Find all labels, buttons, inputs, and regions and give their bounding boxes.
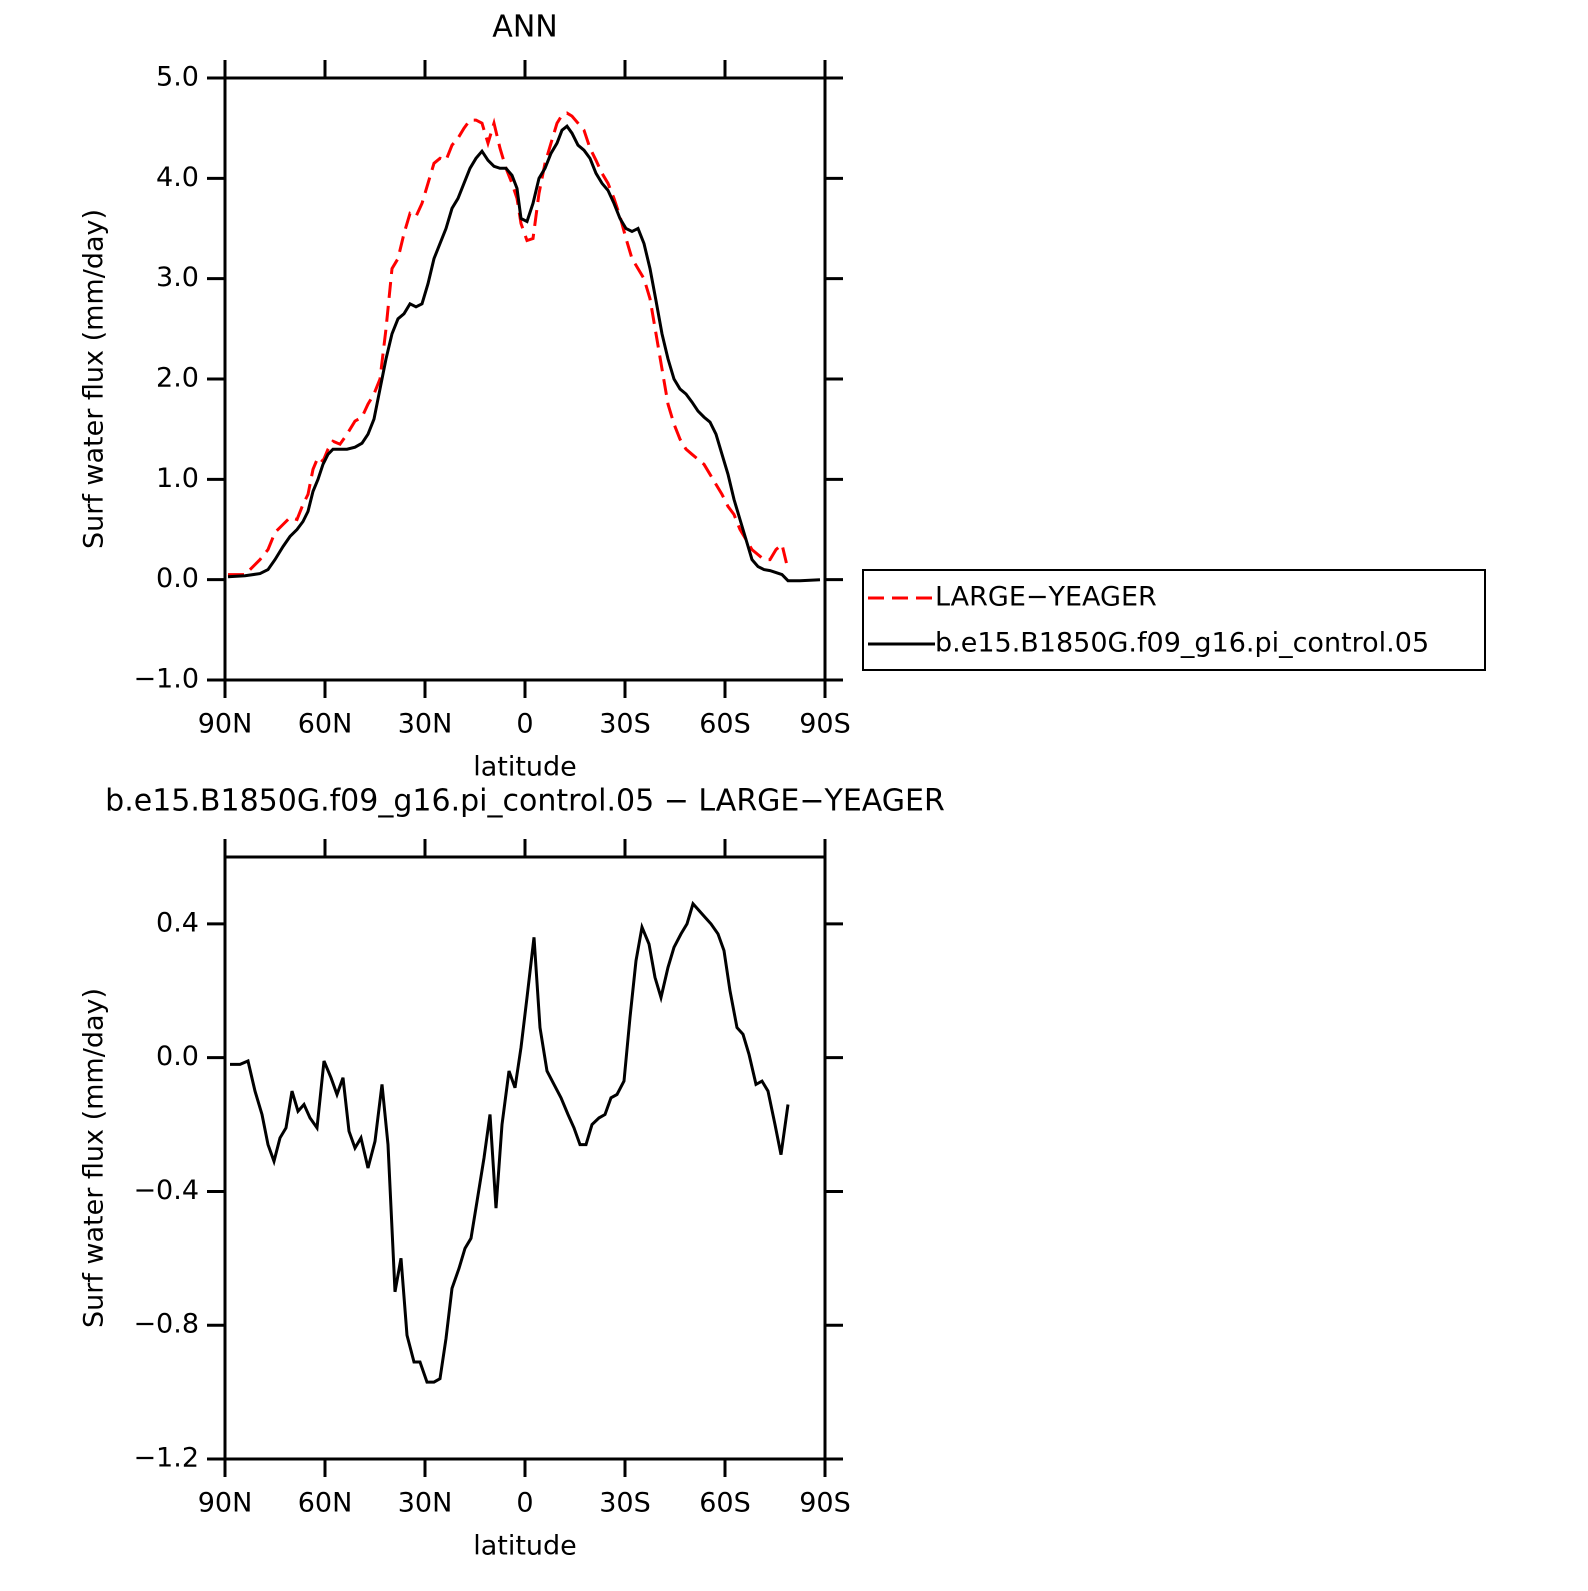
data-line xyxy=(228,111,790,577)
y-axis-label: Surf water flux (mm/day) xyxy=(79,988,110,1328)
chart-title: ANN xyxy=(492,10,557,45)
y-tick-label: 3.0 xyxy=(156,262,199,293)
y-tick-label: 0.0 xyxy=(156,563,199,594)
x-tick-label: 30N xyxy=(398,1488,453,1519)
x-tick-label: 0 xyxy=(516,709,533,740)
y-tick-label: 1.0 xyxy=(156,463,199,494)
x-tick-label: 30N xyxy=(398,709,453,740)
plot-frame xyxy=(223,855,827,1461)
x-tick-label: 90S xyxy=(799,1488,851,1519)
x-tick-label: 0 xyxy=(516,1488,533,1519)
data-line xyxy=(230,900,790,1384)
x-tick-label: 60S xyxy=(699,709,751,740)
x-axis-label: latitude xyxy=(473,1531,577,1562)
x-tick-label: 60S xyxy=(699,1488,751,1519)
y-tick-label: 5.0 xyxy=(156,62,199,93)
chart-title: b.e15.B1850G.f09_g16.pi_control.05 − LAR… xyxy=(105,784,945,819)
y-tick-label: 2.0 xyxy=(156,363,199,394)
x-tick-label: 30S xyxy=(599,709,651,740)
legend-label: b.e15.B1850G.f09_g16.pi_control.05 xyxy=(935,628,1429,659)
plot-frame xyxy=(223,76,827,682)
y-tick-label: −0.4 xyxy=(133,1175,199,1206)
x-axis-label: latitude xyxy=(473,752,577,783)
y-tick-label: −1.2 xyxy=(133,1443,199,1474)
data-line xyxy=(227,124,821,583)
x-tick-label: 60N xyxy=(298,709,353,740)
y-tick-label: −1.0 xyxy=(133,664,199,695)
x-tick-label: 90N xyxy=(198,1488,253,1519)
y-tick-label: −0.8 xyxy=(133,1309,199,1340)
legend-box xyxy=(862,569,1486,671)
legend-label: LARGE−YEAGER xyxy=(935,582,1157,613)
y-tick-label: 0.0 xyxy=(156,1041,199,1072)
x-tick-label: 90N xyxy=(198,709,253,740)
y-tick-label: 0.4 xyxy=(156,907,199,938)
x-tick-label: 90S xyxy=(799,709,851,740)
y-axis-label: Surf water flux (mm/day) xyxy=(79,209,110,549)
y-tick-label: 4.0 xyxy=(156,162,199,193)
x-tick-label: 30S xyxy=(599,1488,651,1519)
x-tick-label: 60N xyxy=(298,1488,353,1519)
